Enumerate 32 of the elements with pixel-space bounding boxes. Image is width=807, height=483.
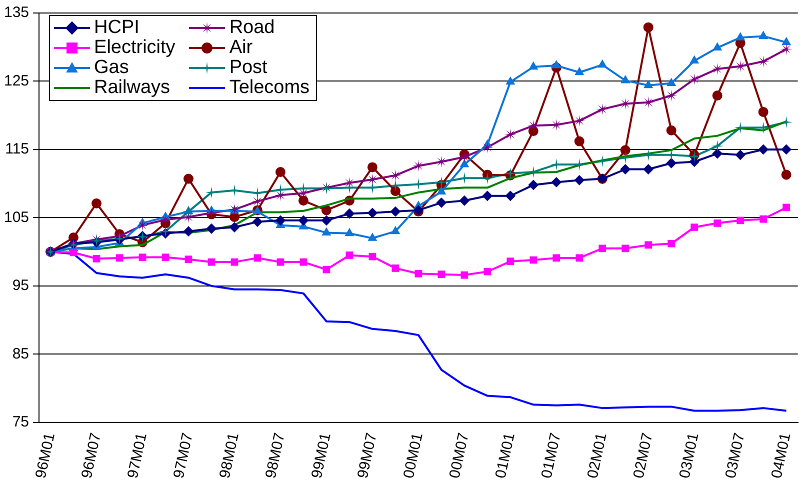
y-tick-label: 85	[12, 345, 30, 362]
x-tick-label: 00M01	[400, 431, 426, 480]
x-tick-label: 01M07	[538, 431, 564, 480]
y-tick-label: 125	[4, 72, 30, 90]
legend-label: Post	[229, 57, 268, 78]
legend-label: Air	[229, 37, 253, 58]
y-tick-label: 105	[4, 208, 30, 226]
x-tick-label: 99M01	[308, 431, 334, 480]
x-tick-label: 96M07	[78, 431, 104, 480]
y-tick-label: 95	[12, 277, 30, 294]
legend-label: Gas	[94, 57, 129, 78]
x-tick-label: 97M07	[170, 431, 196, 480]
legend-label: Road	[229, 17, 275, 38]
x-tick-label: 02M07	[630, 431, 656, 480]
legend-label: HCPI	[94, 17, 140, 38]
x-tick-label: 03M07	[722, 431, 748, 480]
legend-label: Railways	[94, 77, 170, 98]
legend-label: Electricity	[94, 37, 176, 58]
x-tick-label: 02M01	[584, 431, 610, 480]
x-tick-label: 04M01	[768, 431, 794, 480]
x-tick-label: 00M07	[446, 431, 472, 480]
legend-label: Telecoms	[229, 77, 310, 98]
y-tick-label: 115	[5, 140, 30, 158]
x-tick-label: 99M07	[354, 431, 380, 480]
y-tick-label: 135	[4, 4, 30, 22]
x-tick-label: 98M01	[216, 431, 242, 480]
x-tick-label: 96M01	[32, 431, 58, 480]
x-tick-label: 98M07	[262, 431, 288, 480]
y-tick-label: 75	[12, 414, 30, 431]
x-tick-label: 97M01	[124, 431, 150, 480]
x-tick-label: 01M01	[492, 431, 518, 480]
x-tick-label: 03M01	[676, 431, 702, 480]
